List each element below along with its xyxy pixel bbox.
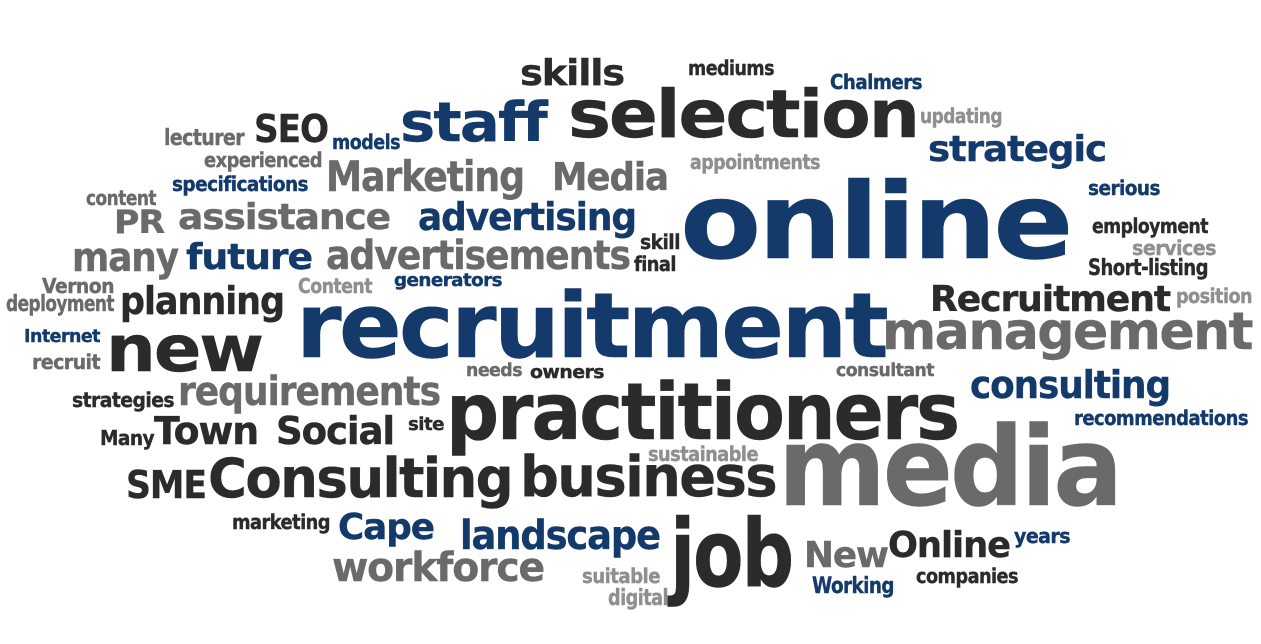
word-advertising: advertising	[418, 195, 637, 239]
word-consulting: consulting	[970, 363, 1171, 407]
word-management: management	[882, 302, 1254, 362]
word-appointments: appointments	[690, 150, 821, 174]
word-town: Town	[154, 409, 260, 453]
word-employment: employment	[1092, 214, 1209, 238]
word-advertisements: advertisements	[326, 233, 631, 279]
word-owners: owners	[530, 362, 605, 383]
word-media-cap: Media	[552, 155, 669, 199]
word-strategic: strategic	[928, 129, 1108, 170]
word-generators: generators	[394, 270, 503, 291]
word-business: business	[520, 445, 778, 510]
word-lecturer: lecturer	[164, 126, 245, 151]
word-digital: digital	[608, 586, 669, 611]
word-needs: needs	[466, 360, 523, 381]
word-content: content	[86, 186, 157, 210]
word-short-listing: Short-listing	[1088, 256, 1209, 281]
word-assistance: assistance	[178, 197, 392, 238]
word-selection: selection	[568, 76, 921, 153]
word-marketing: marketing	[232, 510, 331, 534]
word-sme: SME	[126, 463, 207, 507]
word-skills: skills	[520, 53, 626, 94]
word-mediums: mediums	[688, 56, 775, 80]
word-marketing-cap: Marketing	[326, 152, 525, 201]
word-final: final	[634, 252, 677, 276]
word-serious: serious	[1088, 176, 1161, 200]
word-recruitment-cap: Recruitment	[930, 279, 1171, 320]
word-planning: planning	[120, 279, 285, 323]
word-new-cap: New	[804, 535, 889, 576]
word-cape: Cape	[338, 507, 435, 548]
word-online: online	[680, 161, 1074, 283]
word-recommendations: recommendations	[1074, 406, 1249, 430]
word-workforce: workforce	[332, 545, 546, 591]
word-future: future	[186, 237, 314, 278]
word-strategies: strategies	[72, 388, 175, 412]
word-suitable: suitable	[582, 564, 661, 588]
word-consultant: consultant	[836, 360, 935, 381]
word-vernon: Vernon	[42, 274, 115, 298]
word-sustainable: sustainable	[648, 442, 759, 466]
word-new: new	[106, 313, 265, 387]
word-landscape: landscape	[460, 513, 661, 559]
word-online-cap: Online	[888, 525, 1011, 566]
word-media: media	[778, 403, 1123, 531]
word-services: services	[1132, 236, 1217, 260]
word-many-cap: Many	[100, 426, 155, 450]
word-pr: PR	[114, 203, 165, 241]
word-deployment: deployment	[6, 292, 115, 317]
word-job: job	[670, 500, 795, 609]
word-skill: skill	[640, 230, 681, 254]
word-staff: staff	[400, 91, 548, 154]
word-recruit: recruit	[32, 350, 101, 374]
word-models: models	[332, 130, 401, 154]
word-position: position	[1176, 284, 1253, 308]
word-practitioners: practitioners	[446, 368, 961, 458]
word-specifications: specifications	[172, 172, 309, 196]
word-recruitment: recruitment	[296, 274, 889, 379]
word-consulting-cap: Consulting	[208, 447, 514, 510]
word-internet: Internet	[24, 326, 101, 347]
word-content-cap: Content	[298, 274, 373, 298]
word-updating: updating	[920, 104, 1003, 128]
word-requirements: requirements	[178, 369, 441, 415]
word-chalmers: Chalmers	[830, 70, 923, 94]
word-experienced: experienced	[204, 148, 323, 172]
word-companies: companies	[916, 564, 1019, 588]
word-social: Social	[276, 409, 396, 453]
word-years: years	[1014, 524, 1071, 548]
word-working: Working	[812, 574, 895, 599]
word-many: many	[72, 235, 179, 281]
word-site: site	[408, 414, 445, 435]
word-seo: SEO	[254, 107, 329, 151]
